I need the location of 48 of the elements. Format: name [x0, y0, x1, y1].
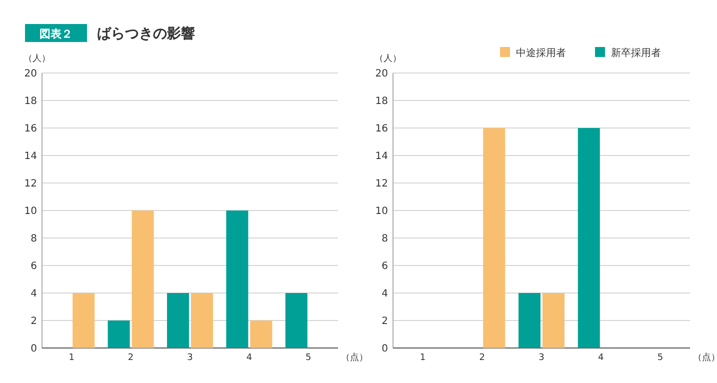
x-axis-title: （点） [693, 352, 717, 363]
x-tick-label: 3 [187, 353, 193, 363]
text: 図表２ [40, 28, 72, 40]
x-tick-label: 4 [246, 353, 252, 363]
y-tick-label: 18 [375, 96, 388, 107]
y-tick-label: 8 [382, 234, 388, 244]
bar [285, 293, 308, 348]
bar [167, 293, 189, 348]
bar [250, 320, 272, 348]
y-tick-label: 2 [382, 316, 388, 327]
x-tick-label: 1 [420, 353, 426, 363]
legend-label: 新卒採用者 [611, 47, 661, 59]
x-tick-label: 2 [479, 353, 485, 363]
y-axis-title: （人） [374, 53, 402, 64]
bar [132, 210, 154, 348]
y-tick-label: 20 [375, 68, 388, 80]
y-tick-label: 6 [382, 261, 388, 272]
y-tick-label: 18 [24, 96, 37, 107]
x-tick-label: 5 [306, 353, 312, 363]
x-tick-label: 1 [68, 353, 74, 363]
y-tick-label: 10 [24, 206, 37, 217]
y-axis-title: （人） [24, 53, 50, 64]
y-tick-label: 16 [24, 124, 37, 134]
x-tick-label: 3 [538, 353, 544, 363]
y-tick-label: 4 [30, 288, 37, 300]
y-tick-label: 20 [24, 68, 37, 80]
y-tick-label: 0 [30, 344, 37, 354]
y-tick-label: 10 [375, 206, 388, 217]
y-tick-label: 12 [375, 178, 388, 190]
y-tick-label: 14 [24, 151, 37, 162]
x-tick-label: 2 [128, 353, 134, 363]
chart-title: ばらつきの影響 [97, 25, 195, 42]
y-tick-label: 0 [382, 344, 388, 354]
bar [226, 210, 248, 348]
legend-label: 中途採用者 [516, 47, 566, 59]
y-tick-label: 16 [375, 124, 388, 134]
x-tick-label: 4 [598, 353, 604, 363]
y-tick-label: 4 [382, 288, 388, 300]
bar [191, 293, 213, 348]
bar [108, 320, 130, 348]
y-tick-label: 12 [24, 178, 37, 190]
x-tick-label: 5 [657, 353, 664, 363]
y-tick-label: 2 [30, 316, 37, 327]
y-tick-label: 14 [375, 151, 388, 162]
y-tick-label: 6 [30, 261, 37, 272]
y-tick-label: 8 [30, 234, 37, 244]
bar [72, 293, 95, 348]
x-axis-title: （点） [341, 352, 368, 363]
